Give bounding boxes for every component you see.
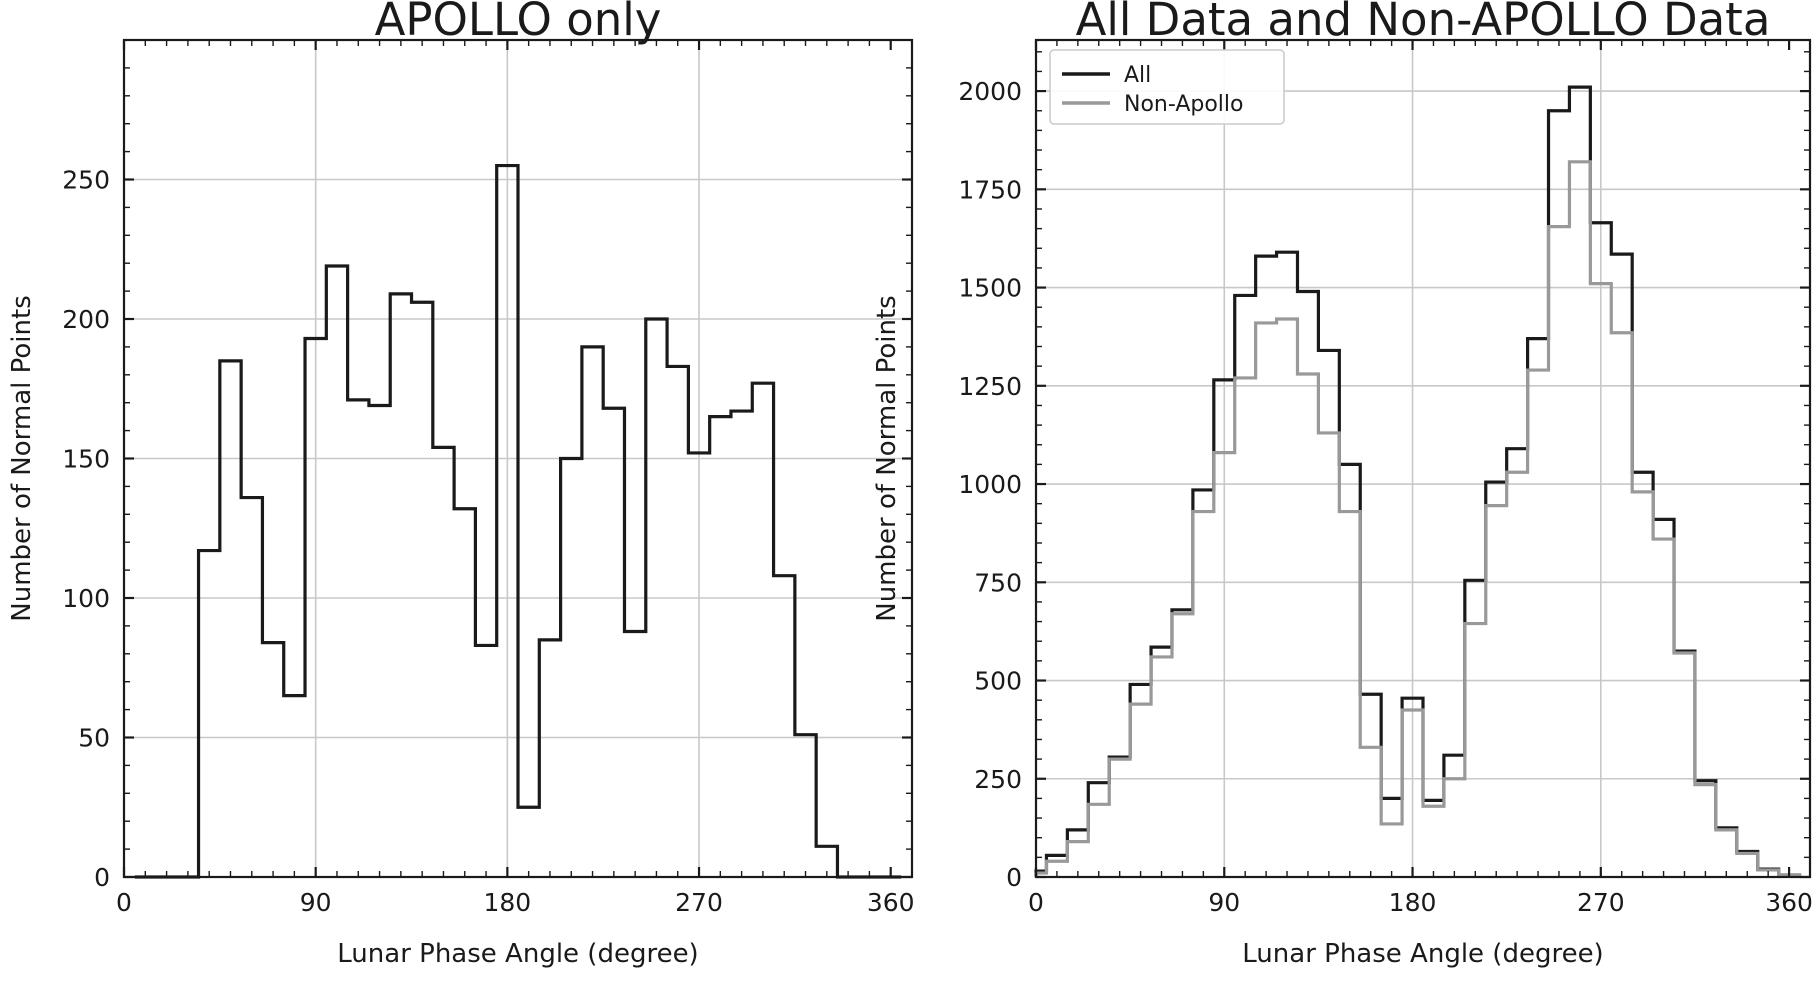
x-tick-label: 270 xyxy=(675,888,723,917)
y-tick-label: 2000 xyxy=(958,77,1022,106)
legend-frame xyxy=(1049,49,1285,125)
y-tick-label: 150 xyxy=(62,445,110,474)
non-apollo-series-line xyxy=(1034,160,1802,877)
y-axis-label: Number of Normal Points xyxy=(7,295,37,621)
apollo-series-line xyxy=(134,163,902,879)
plot-apollo_only: 0 90 180 270 360 0 50 100 150 200 250 APOLLO only Lu… xyxy=(7,0,915,969)
tick-labels: 0 90 180 270 360 0 50 100 150 200 250 xyxy=(62,166,914,918)
y-tick-label: 1500 xyxy=(958,274,1022,303)
x-tick-label: 0 xyxy=(1028,888,1044,917)
x-tick-label: 90 xyxy=(300,888,332,917)
tick-labels: 0 90 180 270 360 0 250 500 750 1000 1250 1500 1750 20… xyxy=(958,77,1813,917)
y-tick-label: 1250 xyxy=(958,372,1022,401)
y-tick-label: 250 xyxy=(974,765,1022,794)
y-tick-label: 250 xyxy=(62,166,110,195)
x-tick-label: 180 xyxy=(483,888,531,917)
axis-ticks xyxy=(122,39,912,879)
x-tick-label: 360 xyxy=(867,888,915,917)
y-tick-label: 500 xyxy=(974,667,1022,696)
y-axis-label: Number of Normal Points xyxy=(872,295,902,621)
x-tick-label: 90 xyxy=(1208,888,1240,917)
y-tick-label: 200 xyxy=(62,305,110,334)
y-tick-label: 100 xyxy=(62,584,110,613)
x-tick-label: 270 xyxy=(1577,888,1625,917)
legend-box: All Non-Apollo xyxy=(1049,49,1285,125)
x-axis-label: Lunar Phase Angle (degree) xyxy=(337,939,698,969)
x-tick-label: 180 xyxy=(1389,888,1437,917)
x-axis-label: Lunar Phase Angle (degree) xyxy=(1242,939,1603,969)
plot-title: APOLLO only xyxy=(375,0,662,46)
plot-all_and_non_apollo: 0 90 180 270 360 0 250 500 750 1000 1250 1500 1750 20… xyxy=(872,0,1813,969)
x-tick-label: 360 xyxy=(1765,888,1813,917)
axis-ticks xyxy=(1034,40,1810,879)
y-tick-label: 0 xyxy=(94,863,110,892)
y-tick-label: 1000 xyxy=(958,470,1022,499)
axes-spines xyxy=(1034,38,1812,879)
legend-item-label: Non-Apollo xyxy=(1124,92,1243,117)
x-tick-label: 0 xyxy=(116,888,132,917)
y-tick-label: 750 xyxy=(974,568,1022,597)
legend-item-label: All xyxy=(1124,63,1151,88)
y-tick-label: 0 xyxy=(1006,863,1022,892)
y-tick-label: 50 xyxy=(78,724,110,753)
y-tick-label: 1750 xyxy=(958,175,1022,204)
plot-title: All Data and Non-APOLLO Data xyxy=(1076,0,1771,46)
